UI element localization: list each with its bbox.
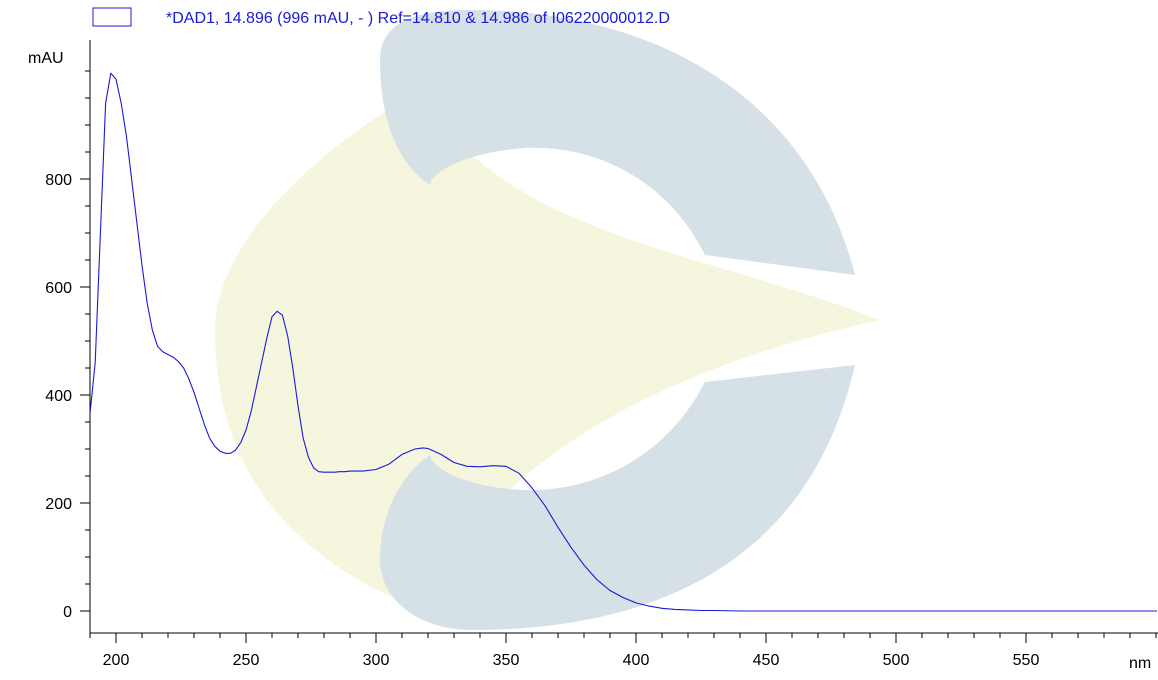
legend-label: *DAD1, 14.896 (996 mAU, - ) Ref=14.810 &…	[166, 10, 670, 27]
y-tick-label: 600	[45, 280, 72, 297]
y-axis-label: mAU	[28, 50, 64, 67]
legend-swatch	[92, 7, 132, 27]
watermark-logo-blue-arc-top	[380, 10, 855, 275]
series-layer	[89, 72, 1157, 612]
x-tick-label: 450	[753, 652, 780, 669]
x-tick-label: 200	[103, 652, 130, 669]
watermark-logo-yellow-crescent	[215, 90, 880, 610]
x-tick-label: 400	[623, 652, 650, 669]
x-axis-label: nm	[1129, 655, 1151, 672]
axes: mAU nm 0 200 400 600 800 200 250 300 350 400 450 5…	[28, 40, 1158, 672]
x-tick-label: 350	[493, 652, 520, 669]
legend: *DAD1, 14.896 (996 mAU, - ) Ref=14.810 &…	[92, 7, 670, 27]
y-tick-label: 200	[45, 496, 72, 513]
series-line-0	[89, 72, 1157, 612]
x-tick-label: 250	[233, 652, 260, 669]
y-ticks: 0 200 400 600 800	[45, 70, 90, 621]
x-tick-label: 300	[363, 652, 390, 669]
y-tick-label: 800	[45, 172, 72, 189]
y-tick-label: 0	[63, 604, 72, 621]
x-ticks: 200 250 300 350 400 450 500 550	[89, 633, 1157, 669]
y-tick-label: 400	[45, 388, 72, 405]
watermark-logo-blue-arc-bottom	[380, 365, 855, 630]
x-tick-label: 500	[883, 652, 910, 669]
watermark-logo	[215, 10, 880, 630]
x-tick-label: 550	[1013, 652, 1040, 669]
